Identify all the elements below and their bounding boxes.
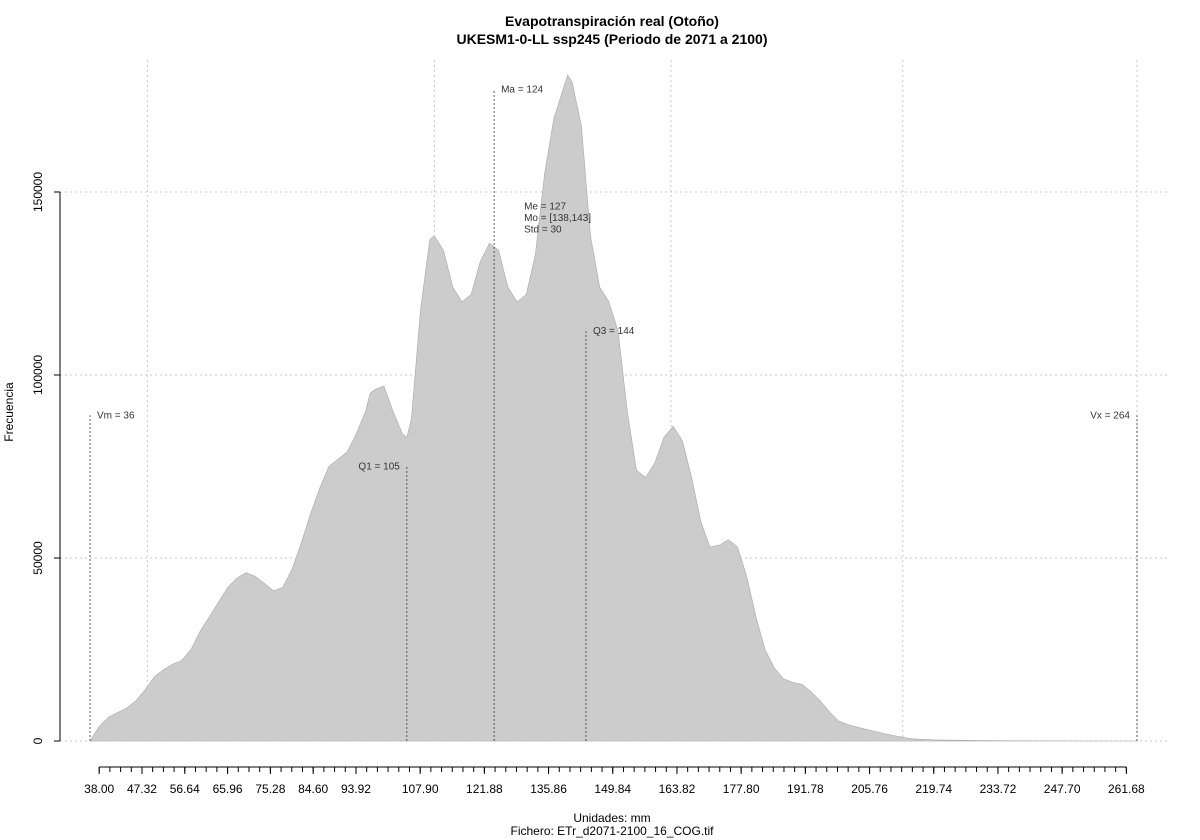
x-tick-label: 38.00 — [84, 782, 114, 796]
x-tick-label: 84.60 — [298, 782, 328, 796]
x-tick-label: 163.82 — [659, 782, 696, 796]
x-tick-label: 121.88 — [466, 782, 503, 796]
y-tick-label: 50000 — [31, 541, 45, 575]
stats-line: Mo = [138,143] — [524, 213, 591, 224]
x-tick-label: 219.74 — [915, 782, 952, 796]
x-tick-label: 75.28 — [255, 782, 285, 796]
y-tick-label: 0 — [31, 737, 45, 744]
x-tick-label: 149.84 — [594, 782, 631, 796]
x-axis-label: Unidades: mm — [573, 811, 650, 825]
x-tick-label: 135.86 — [530, 782, 567, 796]
marker-vx-label: Vx = 264 — [1090, 410, 1130, 421]
x-tick-label: 65.96 — [213, 782, 243, 796]
marker-vm-label: Vm = 36 — [97, 410, 135, 421]
stats-line: Std = 30 — [524, 225, 562, 236]
x-tick-label: 177.80 — [723, 782, 760, 796]
y-tick-label: 100000 — [31, 355, 45, 395]
x-tick-label: 93.92 — [341, 782, 371, 796]
x-tick-label: 247.70 — [1044, 782, 1081, 796]
x-tick-label: 205.76 — [851, 782, 888, 796]
x-tick-label: 56.64 — [170, 782, 200, 796]
y-axis-label: Frecuencia — [2, 382, 16, 442]
x-axis: 38.00 47.32 56.64 65.96 75.28 84.60 93.92 107.9… — [84, 766, 1145, 796]
y-tick-label: 150000 — [31, 172, 45, 212]
stats-line: Me = 127 — [524, 202, 566, 213]
x-tick-label: 47.32 — [127, 782, 157, 796]
density-area — [89, 74, 1137, 742]
x-tick-label: 233.72 — [980, 782, 1017, 796]
stat-markers: Vm = 36 Q1 = 105 Ma = 124 Q3 = 144 Vx = 264 — [89, 85, 1138, 741]
file-caption: Fichero: ETr_d2071-2100_16_COG.tif — [511, 824, 715, 838]
x-tick-label: 107.90 — [402, 782, 439, 796]
x-tick-label: 261.68 — [1108, 782, 1145, 796]
x-tick-label: 191.78 — [787, 782, 824, 796]
marker-q3-label: Q3 = 144 — [593, 326, 635, 337]
chart-subtitle: UKESM1-0-LL ssp245 (Periodo de 2071 a 21… — [457, 31, 768, 47]
density-area-path — [89, 74, 1137, 742]
y-axis: 0 50000 100000 150000 — [31, 172, 61, 744]
marker-q1-label: Q1 = 105 — [358, 462, 400, 473]
marker-ma-label: Ma = 124 — [501, 85, 543, 96]
chart-title: Evapotranspiración real (Otoño) — [505, 13, 719, 29]
